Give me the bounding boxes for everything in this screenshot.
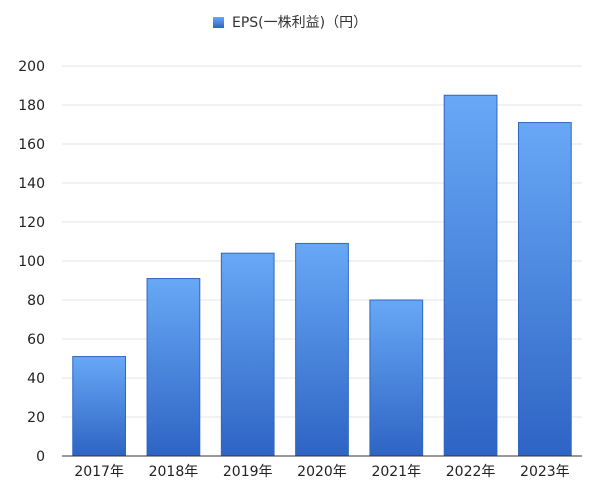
x-tick-label: 2018年	[149, 464, 199, 480]
bar	[220, 252, 275, 457]
y-tick-label: 20	[27, 410, 45, 426]
y-tick-label: 140	[18, 176, 45, 192]
legend-swatch	[213, 17, 224, 28]
bar	[146, 278, 201, 457]
y-tick-label: 120	[18, 215, 45, 231]
legend-label: EPS(一株利益)（円）	[232, 15, 367, 31]
y-tick-label: 200	[18, 59, 45, 75]
bars	[72, 94, 572, 457]
y-tick-label: 0	[36, 449, 45, 465]
bar	[517, 122, 572, 457]
x-tick-label: 2020年	[297, 464, 347, 480]
x-axis-ticks: 2017年 2018年 2019年 2020年 2021年 2022年 2023年	[74, 464, 569, 480]
y-tick-label: 160	[18, 137, 45, 153]
y-tick-label: 180	[18, 98, 45, 114]
y-tick-label: 80	[27, 293, 45, 309]
x-tick-label: 2019年	[223, 464, 273, 480]
bar	[72, 356, 127, 457]
y-tick-label: 40	[27, 371, 45, 387]
bar	[295, 242, 349, 457]
y-tick-label: 60	[27, 332, 45, 348]
bar	[443, 94, 498, 457]
x-tick-label: 2021年	[371, 464, 421, 480]
x-tick-label: 2017年	[74, 464, 124, 480]
x-tick-label: 2023年	[520, 464, 570, 480]
bar	[369, 299, 424, 457]
y-axis-ticks: 0 20 40 60 80 100 120 140 160 180 200	[18, 59, 45, 465]
y-tick-label: 100	[18, 254, 45, 270]
legend: EPS(一株利益)（円）	[213, 15, 367, 31]
x-tick-label: 2022年	[446, 464, 496, 480]
